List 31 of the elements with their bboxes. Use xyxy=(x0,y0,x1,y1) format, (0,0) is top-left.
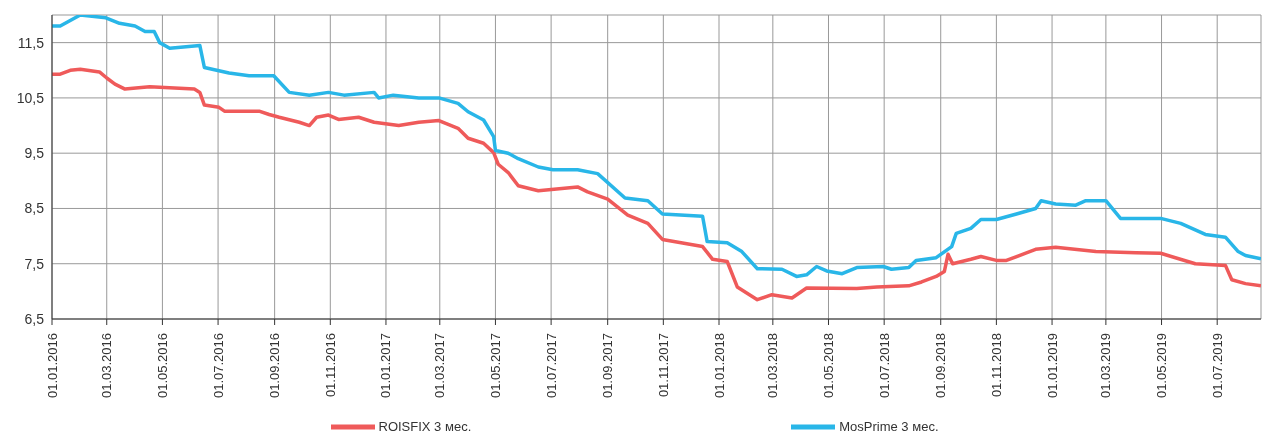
x-tick-label: 01.01.2018 xyxy=(711,333,727,399)
x-tick-label: 01.05.2016 xyxy=(154,333,170,399)
x-tick-label: 01.11.2017 xyxy=(655,333,671,398)
x-tick-label: 01.09.2017 xyxy=(600,333,616,399)
x-tick-label: 01.03.2017 xyxy=(432,333,448,399)
x-tick-label: 01.07.2019 xyxy=(1209,333,1225,399)
x-tick-label: 01.03.2018 xyxy=(765,333,781,399)
y-tick-label: 8,5 xyxy=(24,200,45,217)
x-tick-label: 01.11.2018 xyxy=(988,333,1004,398)
y-tick-label: 11,5 xyxy=(17,34,45,51)
line-series xyxy=(52,67,1261,302)
x-tick-label: 01.01.2016 xyxy=(44,333,60,399)
x-tick-label: 01.05.2018 xyxy=(821,333,836,399)
x-tick-label: 01.01.2017 xyxy=(378,333,394,399)
x-tick-label: 01.07.2017 xyxy=(543,333,559,399)
y-tick-label: 9,5 xyxy=(24,145,45,162)
x-tick-label: 01.03.2019 xyxy=(1098,333,1114,399)
y-tick-label: 7,5 xyxy=(24,255,45,272)
x-tick-label: 01.01.2019 xyxy=(1044,333,1060,399)
y-tick-label: 6,5 xyxy=(24,310,45,327)
x-tick-label: 01.03.2016 xyxy=(99,333,115,399)
x-tick-label: 01.07.2018 xyxy=(876,333,892,399)
x-tick-label: 01.05.2019 xyxy=(1154,333,1170,399)
x-tick-label: 01.09.2016 xyxy=(267,333,283,399)
legend-label: ROISFIX 3 мес. xyxy=(378,419,472,434)
x-tick-label: 01.07.2016 xyxy=(210,333,226,399)
legend-label: MosPrime 3 мес. xyxy=(839,419,939,434)
x-tick-label: 01.11.2016 xyxy=(322,333,338,398)
x-tick-label: 01.05.2017 xyxy=(487,333,503,399)
y-tick-label: 10,5 xyxy=(16,89,45,106)
x-tick-label: 01.09.2018 xyxy=(933,333,949,399)
